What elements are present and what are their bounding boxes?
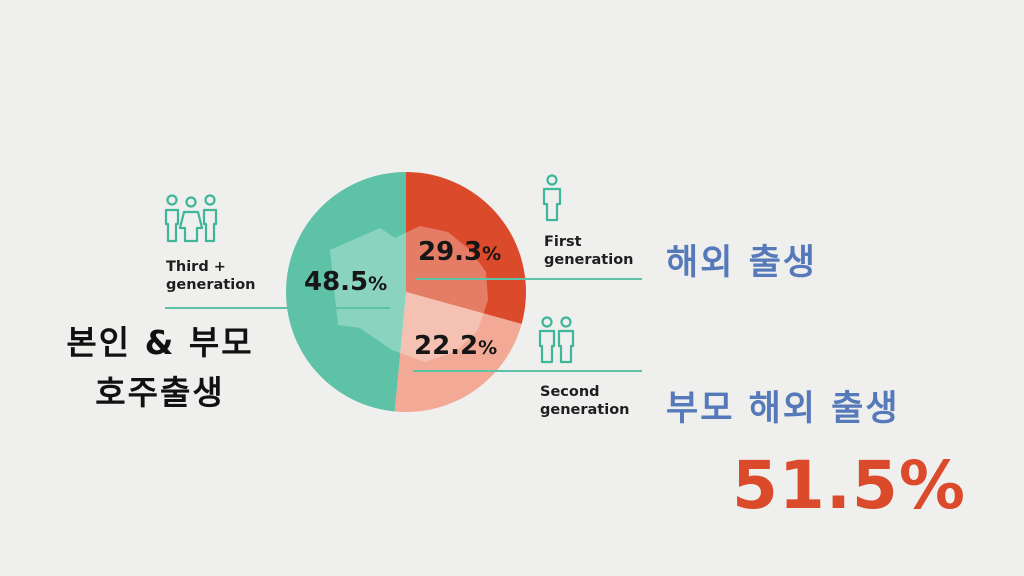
first-gen-label-line1: First [544, 234, 582, 250]
pct-label-second: 22.2% [414, 331, 497, 361]
korean-second-gen: 부모 해외 출생 [666, 389, 900, 429]
pct-unit-second: % [478, 337, 498, 359]
pct-value-first: 29.3 [418, 237, 483, 267]
korean-third-gen-line1: 본인 & 부모 [66, 323, 254, 362]
second-gen-label-line1: Second [540, 384, 600, 400]
pie-slice-first-generation [406, 172, 527, 325]
third-gen-label-line1: Third + [166, 259, 226, 275]
korean-first-gen: 해외 출생 [666, 243, 817, 283]
korean-third-gen-line2: 호주출생 [95, 373, 225, 412]
single-person-icon [542, 174, 562, 222]
pct-label-third: 48.5% [304, 267, 387, 297]
third-gen-label: Third + generation [166, 258, 256, 294]
korean-third-gen: 본인 & 부모 호주출생 [40, 318, 280, 418]
australia-map-overlay [330, 226, 488, 362]
total-percent: 51.5% [732, 447, 966, 524]
second-gen-label-line2: generation [540, 402, 630, 418]
two-people-icon [538, 316, 575, 364]
pct-value-second: 22.2 [414, 331, 479, 361]
pct-label-first: 29.3% [418, 237, 501, 267]
pct-unit-first: % [482, 243, 502, 265]
second-gen-label: Second generation [540, 383, 630, 419]
first-gen-label: First generation [544, 233, 634, 269]
pie-slice-third-generation [285, 172, 406, 412]
third-gen-label-line2: generation [166, 277, 256, 293]
three-people-icon [164, 194, 218, 243]
pct-value-third: 48.5 [304, 267, 369, 297]
first-gen-label-line2: generation [544, 252, 634, 268]
pie-slice-second-generation [394, 292, 522, 412]
pct-unit-third: % [368, 273, 388, 295]
